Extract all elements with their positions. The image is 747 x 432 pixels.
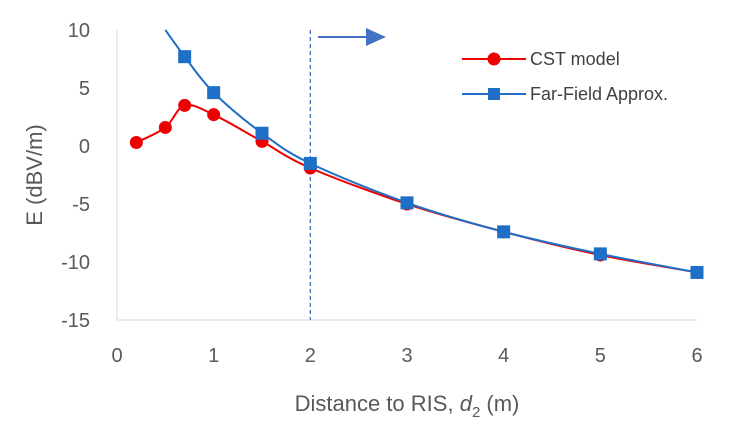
legend-far-field-label: Far-Field Approx.: [530, 84, 668, 104]
data-point: [207, 108, 221, 122]
data-point: [207, 86, 221, 100]
data-point: [303, 156, 317, 170]
y-tick-label: 5: [79, 78, 90, 100]
y-tick-label: 0: [79, 136, 90, 158]
x-tick-label: 0: [111, 345, 122, 367]
y-tick-label: -15: [61, 310, 90, 332]
y-axis-title: E (dBV/m): [22, 124, 47, 225]
data-point: [255, 126, 269, 140]
y-tick-label: 10: [68, 20, 90, 42]
y-tick-labels: 10 5 0 -5 -10 -15: [61, 20, 90, 332]
legend: CST model Far-Field Approx.: [462, 49, 668, 104]
data-point: [400, 196, 414, 210]
x-axis-title: Distance to RIS, d2 (m): [295, 391, 520, 421]
data-point: [158, 120, 172, 134]
legend-cst-label: CST model: [530, 49, 620, 69]
legend-entry-cst: CST model: [462, 49, 620, 69]
y-tick-label: -10: [61, 252, 90, 274]
y-tick-label: -5: [72, 194, 90, 216]
x-tick-label: 4: [498, 345, 509, 367]
series-cst-model: [129, 98, 704, 279]
data-point: [690, 265, 704, 279]
legend-entry-far-field: Far-Field Approx.: [462, 84, 668, 104]
data-point: [593, 247, 607, 261]
data-point: [129, 136, 143, 150]
series-far-field: [164, 29, 704, 279]
data-point: [178, 98, 192, 112]
axes: [116, 30, 697, 321]
x-tick-label: 5: [595, 345, 606, 367]
legend-far-field-marker: [488, 88, 500, 100]
x-tick-label: 3: [401, 345, 412, 367]
data-point: [497, 225, 511, 239]
series-line: [135, 103, 698, 274]
x-tick-labels: 0 1 2 3 4 5 6: [111, 345, 702, 367]
x-tick-label: 2: [305, 345, 316, 367]
series-layer: [129, 29, 704, 279]
series-line: [164, 29, 698, 274]
x-axis-title-suffix: (m): [480, 391, 519, 416]
x-tick-label: 1: [208, 345, 219, 367]
legend-cst-marker: [487, 52, 501, 66]
annotations: [309, 28, 386, 320]
x-axis-title-variable: d: [460, 391, 473, 416]
far-field-arrow-head: [366, 28, 386, 46]
data-point: [178, 50, 192, 64]
x-tick-label: 6: [691, 345, 702, 367]
x-axis-title-subscript: 2: [472, 404, 480, 421]
x-axis-title-prefix: Distance to RIS,: [295, 391, 460, 416]
